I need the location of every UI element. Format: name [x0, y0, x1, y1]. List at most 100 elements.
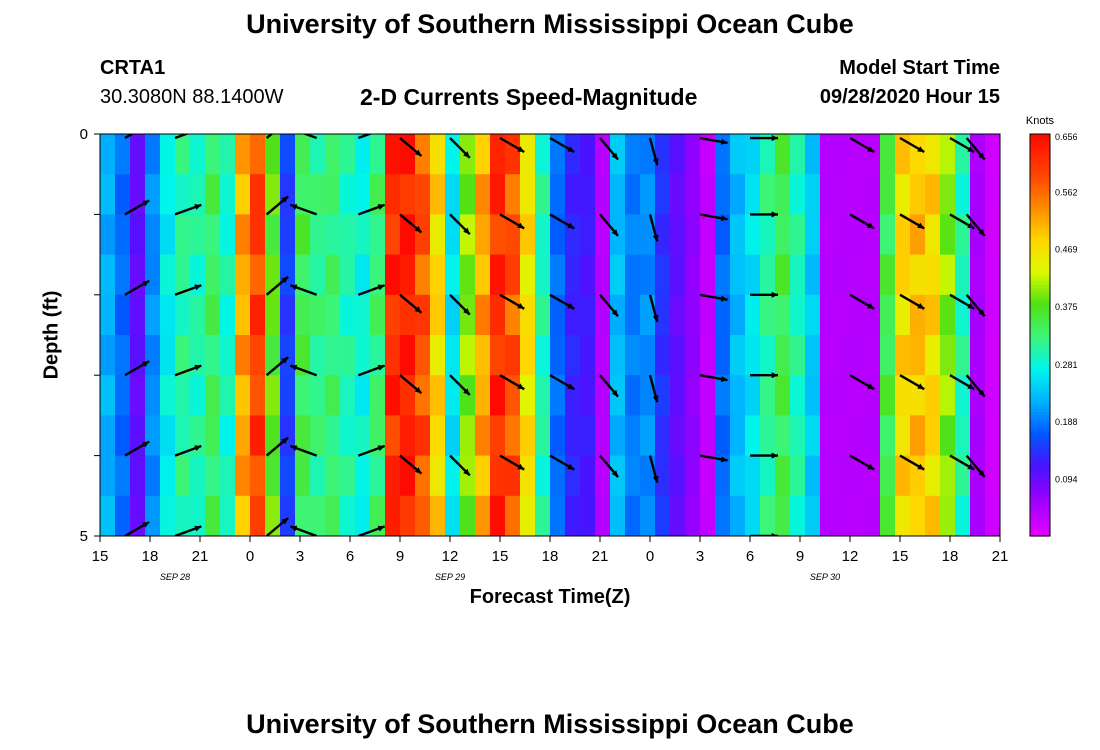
colorbar-segment — [1030, 241, 1050, 246]
current-vector-arrow — [965, 374, 986, 398]
x-tick-label: 6 — [746, 548, 754, 565]
heatmap-cell — [760, 294, 776, 336]
heatmap-cell — [430, 134, 446, 175]
heatmap-cell — [580, 455, 596, 497]
heatmap-cell — [520, 415, 536, 457]
heatmap-cell — [295, 294, 311, 336]
heatmap-cell — [925, 254, 941, 296]
heatmap-cell — [745, 294, 761, 336]
heatmap-cell — [265, 214, 281, 256]
heatmap-cell — [325, 495, 341, 536]
heatmap-cell — [220, 134, 236, 175]
heatmap-cell — [295, 375, 311, 416]
heatmap-cell — [895, 415, 911, 457]
heatmap-cell — [190, 375, 206, 416]
heatmap-cell — [385, 214, 401, 256]
colorbar-segment — [1030, 472, 1050, 477]
heatmap-cell — [565, 214, 581, 256]
current-vector-arrow — [449, 137, 471, 159]
heatmap-cell — [940, 495, 956, 536]
heatmap-cell — [655, 495, 671, 536]
heatmap-cell — [475, 415, 491, 457]
current-vector-arrow — [124, 134, 135, 140]
heatmap-cell — [415, 254, 431, 296]
colorbar-segment — [1030, 438, 1050, 443]
current-vector-arrow — [449, 293, 471, 316]
heatmap-cell — [925, 214, 941, 256]
current-vector-arrow — [750, 134, 778, 142]
y-tick-label: 0 — [80, 126, 88, 143]
colorbar-segment — [1030, 485, 1050, 490]
current-vector-arrow — [399, 293, 423, 314]
heatmap-cell — [280, 174, 296, 215]
heatmap-cell — [985, 214, 1000, 256]
heatmap-cell — [100, 455, 116, 497]
heatmap-cell — [685, 214, 701, 256]
heatmap-cell — [955, 415, 971, 457]
current-vector-arrow — [965, 137, 986, 161]
colorbar-segment — [1030, 509, 1050, 514]
heatmap-cell — [190, 134, 206, 175]
heatmap-cell — [820, 335, 836, 376]
heatmap-cell — [415, 455, 431, 497]
heatmap-cell — [445, 254, 461, 296]
heatmap-cell — [475, 174, 491, 215]
current-vector-arrow — [174, 364, 202, 377]
heatmap-cell — [895, 174, 911, 215]
heatmap-cell — [100, 134, 116, 175]
colorbar-segment — [1030, 301, 1050, 306]
colorbar-segment — [1030, 448, 1050, 453]
current-vector-arrow — [549, 454, 575, 471]
current-vector-arrow — [449, 374, 471, 396]
colorbar-segment — [1030, 458, 1050, 463]
current-vector-arrow — [499, 454, 525, 471]
heatmap-cell — [400, 415, 416, 457]
heatmap-cell — [880, 375, 896, 416]
colorbar-segment — [1030, 412, 1050, 416]
heatmap-cell — [835, 294, 851, 336]
heatmap-cell — [790, 134, 806, 175]
heatmap-cell — [970, 134, 986, 175]
colorbar-segment — [1030, 254, 1050, 259]
heatmap-cell — [160, 134, 176, 175]
heatmap-cell — [115, 254, 131, 296]
colorbar-segment — [1030, 204, 1050, 209]
colorbar-segment — [1030, 502, 1050, 507]
heatmap-cell — [490, 174, 506, 215]
heatmap-cell — [475, 455, 491, 497]
heatmap-cell — [310, 415, 326, 457]
colorbar-segment — [1030, 355, 1050, 360]
heatmap-cell — [460, 495, 476, 536]
heatmap-cell — [310, 294, 326, 336]
x-tick-label: 9 — [796, 548, 804, 565]
colorbar-segment — [1030, 294, 1050, 299]
current-vector-arrow — [750, 372, 778, 379]
heatmap-cell — [640, 214, 656, 256]
heatmap-cell — [730, 455, 746, 497]
heatmap-cell — [670, 455, 686, 497]
colorbar-segment — [1030, 505, 1050, 510]
heatmap-cell — [940, 134, 956, 175]
current-vector-arrow — [265, 356, 289, 377]
heatmap-cell — [625, 375, 641, 416]
heatmap-cell — [325, 455, 341, 497]
heatmap-cell — [355, 415, 371, 457]
heatmap-cell — [490, 134, 506, 175]
current-vector-arrow — [648, 455, 659, 483]
heatmap-cell — [580, 375, 596, 416]
heatmap-cell — [910, 254, 926, 296]
colorbar-segment — [1030, 134, 1050, 138]
heatmap-cell — [835, 415, 851, 457]
heatmap-cell — [550, 214, 566, 256]
heatmap-cell — [490, 254, 506, 296]
heatmap-cell — [310, 455, 326, 497]
heatmap-cell — [925, 415, 941, 457]
heatmap-cell — [880, 134, 896, 175]
heatmap-cell — [745, 174, 761, 215]
heatmap-cell — [820, 214, 836, 256]
heatmap-cell — [685, 134, 701, 175]
colorbar-segment — [1030, 174, 1050, 179]
heatmap-cell — [895, 214, 911, 256]
heatmap-cell — [355, 294, 371, 336]
heatmap-cell — [895, 495, 911, 536]
